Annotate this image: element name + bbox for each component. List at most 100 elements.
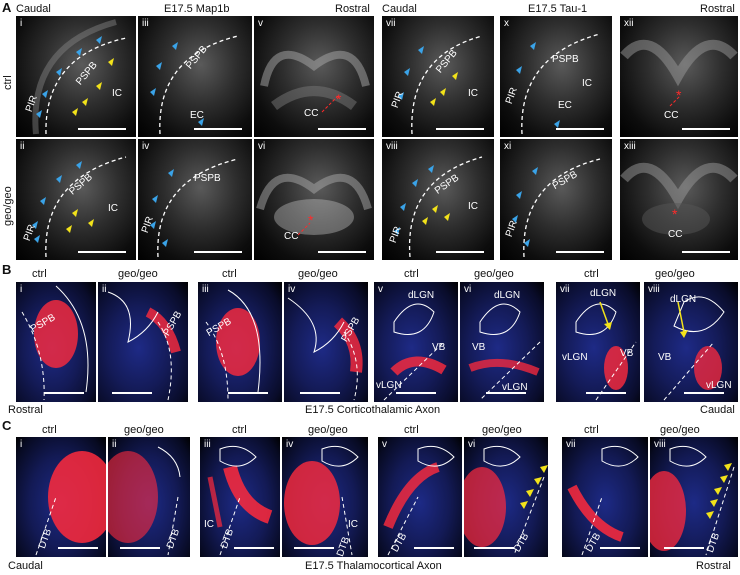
label-cc: CC [668, 229, 683, 240]
a-left-title: E17.5 Map1b [164, 3, 230, 15]
numeral: xi [504, 141, 512, 152]
label-ic: IC [468, 88, 478, 99]
numeral: iv [288, 284, 296, 295]
scale-bar [436, 251, 484, 253]
label-vlgn: vLGN [376, 380, 402, 391]
label-ic: IC [348, 519, 358, 530]
panel-b-iv: iv PSPB [284, 282, 368, 402]
b-col-0: ctrl [32, 268, 47, 280]
scale-bar [194, 128, 242, 130]
label-ic: IC [582, 78, 592, 89]
numeral: vii [386, 18, 396, 29]
panel-a-xi: xi PSPB PIR [500, 139, 612, 260]
scale-bar [682, 251, 730, 253]
scale-bar [294, 547, 334, 549]
numeral: ii [102, 284, 107, 295]
numeral: viii [654, 439, 666, 450]
scale-bar [586, 392, 626, 394]
panel-b-ii: ii PSPB [98, 282, 188, 402]
label-pspb: PSPB [552, 54, 579, 65]
panel-c-iv: iv IC DTB [282, 437, 368, 557]
label-vb: VB [432, 342, 446, 353]
scale-bar [78, 128, 126, 130]
section-b-letter: B [2, 262, 12, 277]
scale-bar [112, 392, 152, 394]
scale-bar [556, 128, 604, 130]
a-right-title: E17.5 Tau-1 [528, 3, 588, 15]
a-row-geo: geo/geo [2, 186, 14, 226]
numeral: ii [20, 141, 25, 152]
a-left-rostral: Rostral [335, 3, 370, 15]
label-cc: CC [664, 110, 679, 121]
numeral: vii [566, 439, 576, 450]
scale-bar [318, 128, 366, 130]
scale-bar [234, 547, 274, 549]
panel-a-i: i PIR PSPB IC [16, 16, 136, 137]
a-left-caudal: Caudal [16, 3, 51, 15]
scale-bar [194, 251, 242, 253]
panel-a-xii: * xii CC [620, 16, 738, 137]
numeral: i [20, 439, 23, 450]
label-vlgn: vLGN [502, 382, 528, 393]
label-vb: VB [620, 348, 634, 359]
a-right-caudal: Caudal [382, 3, 417, 15]
scale-bar [684, 392, 724, 394]
numeral: iii [204, 439, 211, 450]
panel-c-vi: vi DTB [464, 437, 548, 557]
label-cc: CC [304, 108, 319, 119]
panel-a-xiii: * xiii CC [620, 139, 738, 260]
panel-b-iii: iii PSPB [198, 282, 282, 402]
label-ic: IC [112, 88, 122, 99]
b-col-3: geo/geo [298, 268, 338, 280]
b-col-1: geo/geo [118, 268, 158, 280]
scale-bar [556, 251, 604, 253]
svg-text:*: * [676, 87, 682, 103]
b-col-4: ctrl [404, 268, 419, 280]
scale-bar [300, 392, 340, 394]
label-dlgn: dLGN [590, 288, 617, 299]
panel-a-iv: iv PSPB PIR [138, 139, 252, 260]
panel-b-v: v dLGN VB vLGN [374, 282, 458, 402]
scale-bar [78, 251, 126, 253]
numeral: v [382, 439, 387, 450]
a-row-ctrl: ctrl [2, 75, 14, 90]
panel-c-vii: vii DTB [562, 437, 648, 557]
scale-bar [120, 547, 160, 549]
label-vb: VB [472, 342, 486, 353]
panel-b-viii: viii dLGN VB vLGN [644, 282, 738, 402]
numeral: v [258, 18, 263, 29]
numeral: iv [142, 141, 150, 152]
numeral: xii [624, 18, 634, 29]
b-col-6: ctrl [584, 268, 599, 280]
b-footer-left: Rostral [8, 404, 43, 416]
scale-bar [44, 392, 84, 394]
label-vb: VB [658, 352, 672, 363]
panel-a-vii: vii PIR PSPB IC [382, 16, 494, 137]
c-footer-left: Caudal [8, 560, 43, 572]
c-col-5: geo/geo [482, 424, 522, 436]
label-ic: IC [468, 201, 478, 212]
panel-b-vi: vi dLGN VB vLGN [460, 282, 544, 402]
numeral: iii [142, 18, 149, 29]
panel-a-ii: ii PIR PSPB IC [16, 139, 136, 260]
numeral: vi [464, 284, 472, 295]
numeral: viii [648, 284, 660, 295]
label-dlgn: dLGN [670, 294, 697, 305]
svg-text:*: * [308, 212, 314, 228]
b-col-2: ctrl [222, 268, 237, 280]
numeral: vii [560, 284, 570, 295]
label-ic: IC [204, 519, 214, 530]
b-footer-right: Caudal [700, 404, 735, 416]
numeral: i [20, 284, 23, 295]
section-c-letter: C [2, 418, 12, 433]
panel-a-x: x PIR PSPB EC IC [500, 16, 612, 137]
c-col-6: ctrl [584, 424, 599, 436]
numeral: vi [258, 141, 266, 152]
c-col-7: geo/geo [660, 424, 700, 436]
panel-a-v: * v CC [254, 16, 374, 137]
scale-bar [318, 251, 366, 253]
scale-bar [436, 128, 484, 130]
scale-bar [486, 392, 526, 394]
scale-bar [396, 392, 436, 394]
panel-c-i: i DTB [16, 437, 106, 557]
